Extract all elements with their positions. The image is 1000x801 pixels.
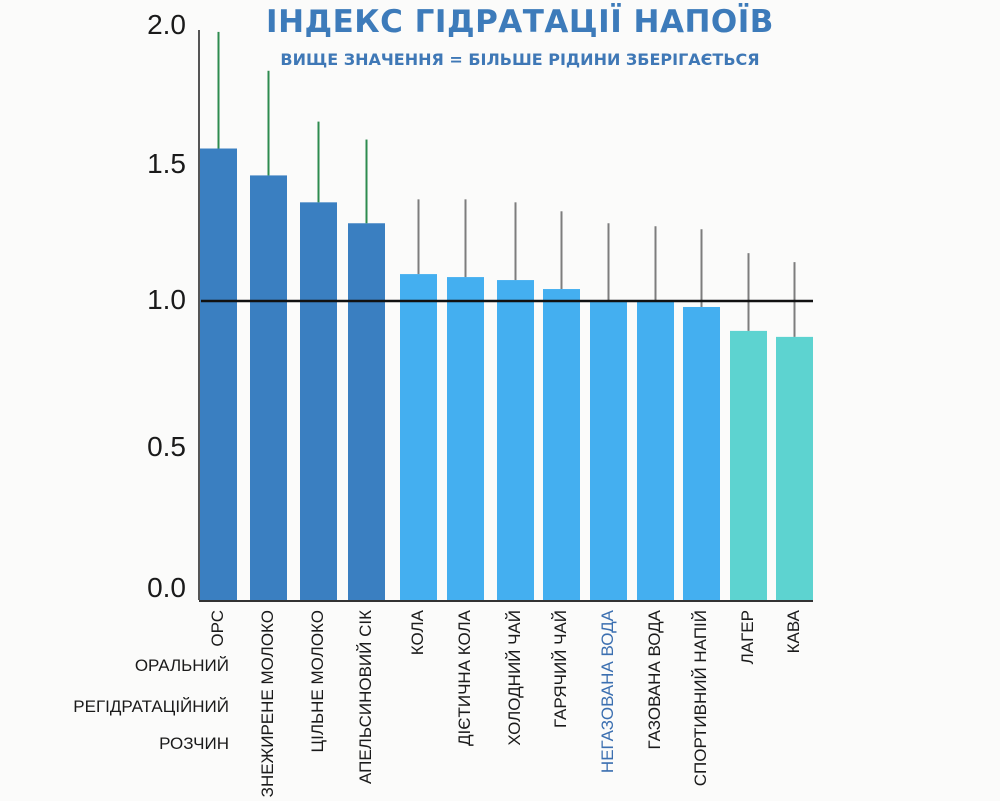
- bar: [400, 274, 437, 600]
- x-label: СПОРТИВНИЙ НАПІЙ: [690, 610, 710, 787]
- bar: [348, 223, 385, 600]
- bar: [637, 301, 674, 600]
- ors-full-name-line-1: ОРАЛЬНИЙ: [134, 656, 229, 675]
- x-label: АПЕЛЬСИНОВИЙ СІК: [355, 610, 375, 785]
- bar: [543, 289, 580, 600]
- y-tick-1-5: 1.5: [147, 148, 186, 179]
- bar: [200, 148, 237, 600]
- x-label: ДІЄТИЧНА КОЛА: [454, 610, 474, 746]
- x-label: ЗНЕЖИРЕНЕ МОЛОКО: [257, 610, 277, 798]
- x-label: НЕГАЗОВАНА ВОДА: [597, 610, 617, 774]
- y-tick-1-0: 1.0: [147, 284, 186, 315]
- bar: [730, 330, 767, 600]
- bar: [683, 306, 720, 600]
- x-label: ОРС: [207, 610, 227, 647]
- ors-full-name-line-2: РЕГІДРАТАЦІЙНИЙ: [73, 697, 229, 716]
- y-tick-2-0: 2.0: [147, 9, 186, 40]
- bar: [447, 277, 484, 600]
- x-label: КОЛА: [407, 610, 427, 656]
- x-label: ГАЗОВАНА ВОДА: [644, 610, 664, 750]
- x-label: ЦІЛЬНЕ МОЛОКО: [307, 610, 327, 753]
- x-label: ХОЛОДНИЙ ЧАЙ: [504, 610, 524, 746]
- x-label: ЛАГЕР: [737, 610, 757, 665]
- ors-full-name-line-3: РОЗЧИН: [159, 734, 229, 753]
- x-label: КАВА: [783, 610, 803, 654]
- bar: [776, 336, 813, 600]
- bar: [497, 280, 534, 600]
- bar: [300, 202, 337, 600]
- chart-title: ІНДЕКС ГІДРАТАЦІЇ НАПОЇВ: [266, 4, 774, 40]
- chart-subtitle: ВИЩЕ ЗНАЧЕННЯ = БІЛЬШЕ РІДИНИ ЗБЕРІГАЄТЬ…: [280, 50, 760, 69]
- x-label: ГАРЯЧИЙ ЧАЙ: [550, 610, 570, 729]
- bar: [250, 175, 287, 601]
- y-tick-0-5: 0.5: [147, 431, 186, 462]
- y-tick-0-0: 0.0: [147, 572, 186, 603]
- bar: [590, 301, 627, 600]
